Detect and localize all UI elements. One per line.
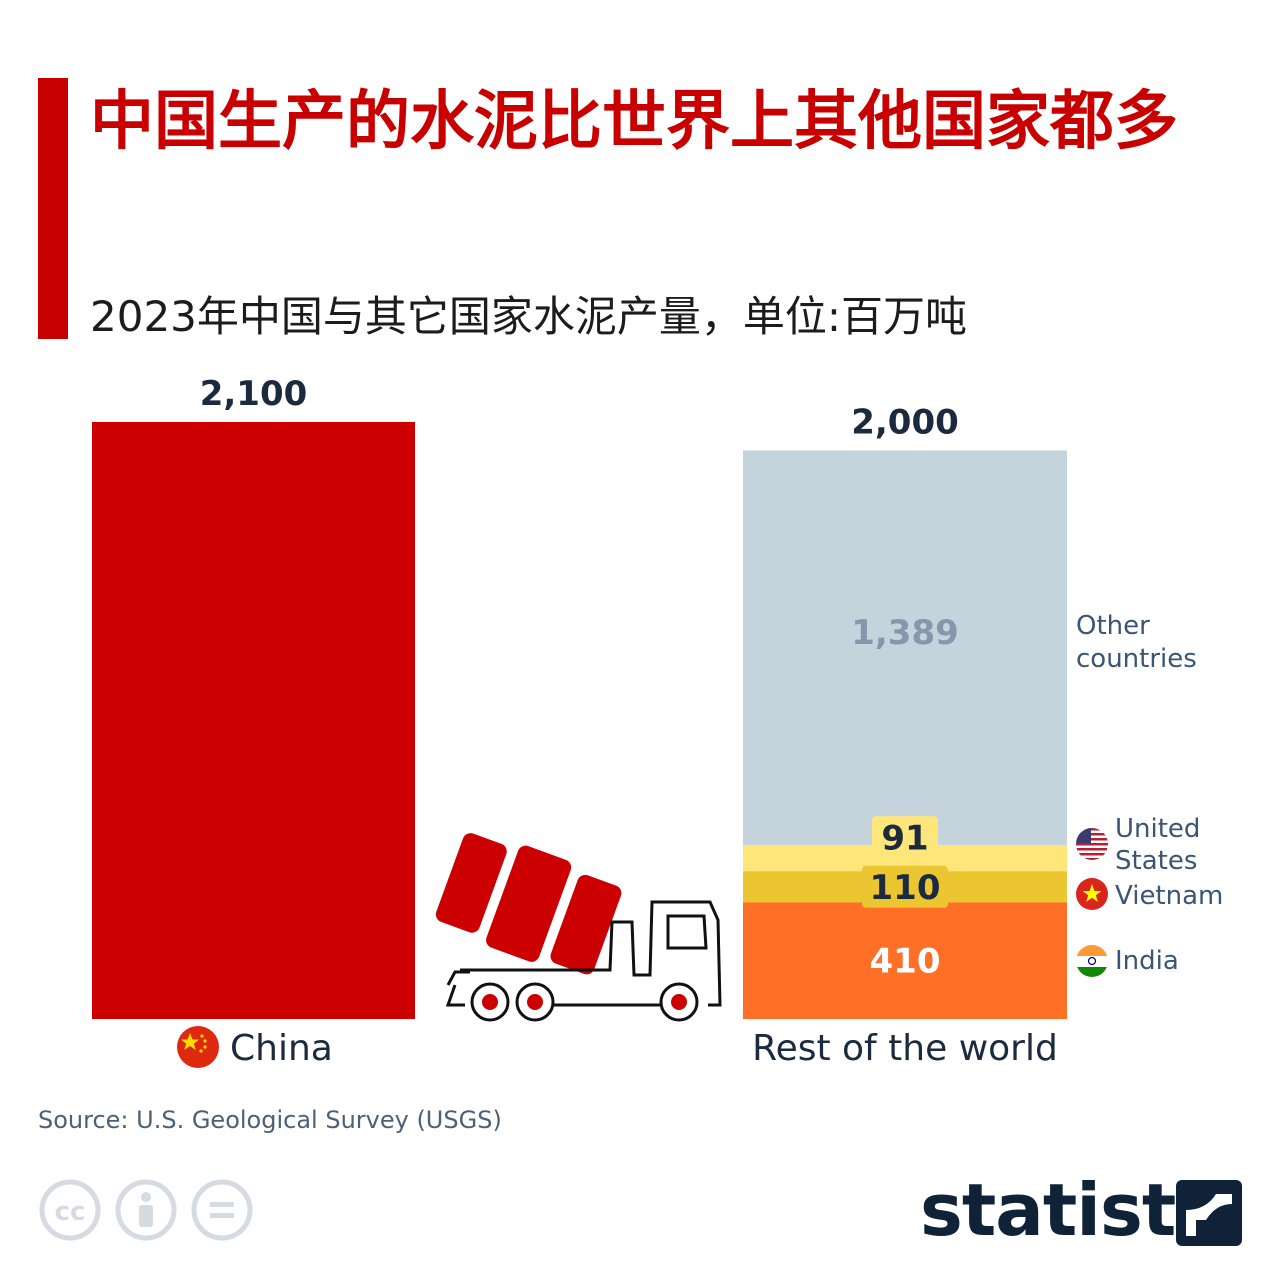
vietnam-flag-icon — [1076, 878, 1108, 910]
title-accent-bar — [38, 78, 68, 339]
legend-label-other-countries: Other countries — [1076, 611, 1197, 674]
category-label-china: China — [230, 1028, 333, 1069]
legend-label-vietnam: Vietnam — [1115, 881, 1223, 911]
chart-title: 中国生产的水泥比世界上其他国家都多 — [90, 85, 1178, 159]
legend-other-line1: Other — [1076, 611, 1150, 641]
vietnam-value-label: 110 — [870, 868, 941, 908]
legend-us-line1: United — [1115, 814, 1200, 844]
legend-label-india: India — [1115, 946, 1179, 976]
us-value-label-box — [872, 816, 938, 859]
source-note: Source: U.S. Geological Survey (USGS) — [38, 1106, 502, 1134]
china-total-label: 2,100 — [200, 374, 308, 414]
bar-segment-india — [743, 902, 1067, 1019]
attribution-icon[interactable] — [115, 1179, 177, 1241]
cement-truck-icon — [435, 833, 722, 1022]
us-flag-icon — [1076, 828, 1108, 860]
rest-of-world-total-label: 2,000 — [851, 402, 959, 442]
india-value-label: 410 — [870, 942, 941, 982]
legend-us-line2: States — [1115, 846, 1197, 876]
svg-text:cc: cc — [55, 1197, 86, 1227]
india-flag-icon — [1076, 945, 1108, 977]
vietnam-value-label-box — [862, 865, 948, 908]
china-flag-icon — [177, 1026, 219, 1068]
us-value-label: 91 — [881, 818, 928, 858]
cc-icon[interactable]: cc — [39, 1179, 101, 1241]
category-label-rest-of-world: Rest of the world — [752, 1028, 1058, 1069]
no-derivatives-icon[interactable] — [191, 1179, 253, 1241]
statista-logo-mark — [1176, 1180, 1242, 1246]
legend-label-united-states: United States — [1115, 814, 1209, 876]
bar-china — [92, 422, 415, 1019]
chart-subtitle: 2023年中国与其它国家水泥产量，单位:百万吨 — [90, 292, 968, 341]
license-icons: cc — [39, 1179, 253, 1241]
statista-logo[interactable]: statista — [920, 1170, 1250, 1250]
bar-segment-other-countries — [743, 450, 1067, 846]
statista-wordmark: statista — [920, 1168, 1224, 1252]
other-countries-value-label: 1,389 — [851, 613, 959, 653]
legend-other-line2: countries — [1076, 644, 1197, 674]
